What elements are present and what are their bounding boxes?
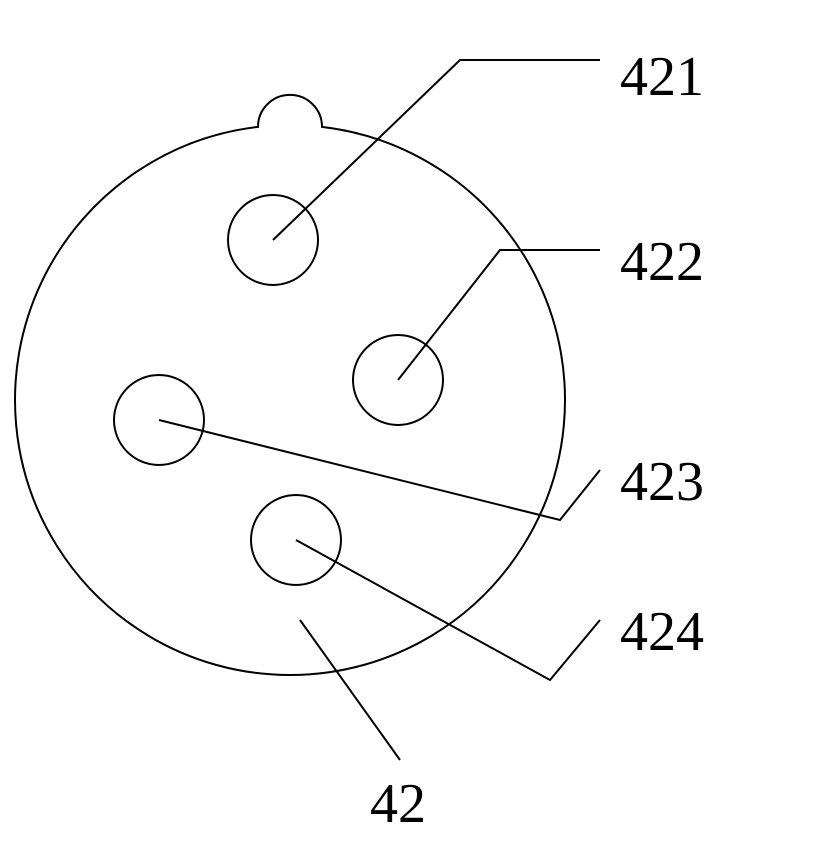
label-422: 422 — [620, 231, 704, 293]
leader-424 — [296, 540, 600, 680]
leader-423 — [159, 420, 600, 520]
label-421: 421 — [620, 46, 704, 108]
leader-421 — [273, 60, 600, 240]
disc-outline — [15, 95, 565, 675]
label-42: 42 — [370, 773, 426, 835]
label-424: 424 — [620, 601, 704, 663]
leader-42 — [300, 620, 400, 760]
technical-diagram: 421 422 423 424 42 — [0, 0, 835, 846]
label-423: 423 — [620, 451, 704, 513]
leader-422 — [398, 250, 600, 380]
